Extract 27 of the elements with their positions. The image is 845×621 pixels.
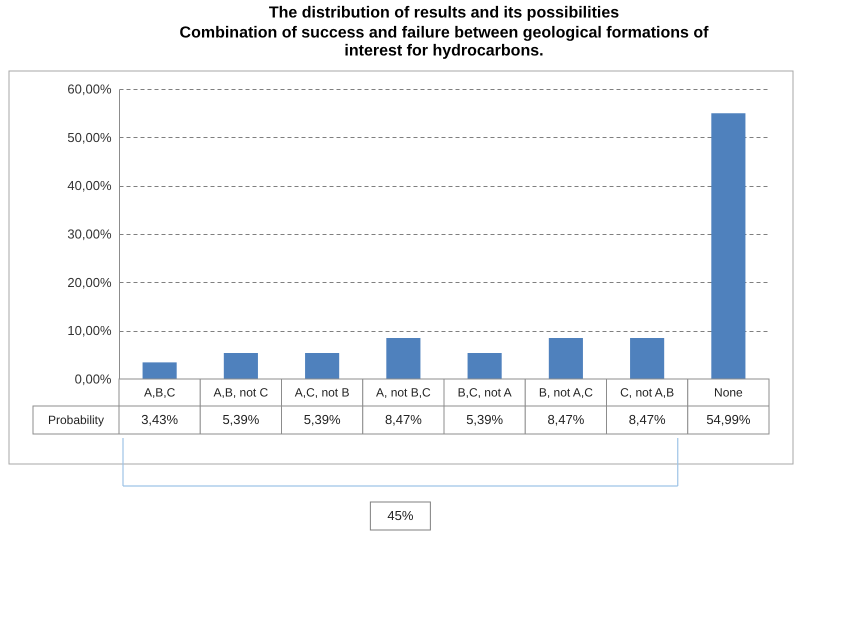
y-tick-label: 30,00% <box>67 226 112 242</box>
y-tick-label: 20,00% <box>67 274 112 290</box>
x-tick-label: None <box>714 386 744 400</box>
x-tick-label: A,B,C <box>144 386 176 400</box>
y-tick-label: 10,00% <box>67 323 112 338</box>
y-tick-label: 50,00% <box>67 130 112 145</box>
x-tick-label: B,C, not A <box>458 386 512 400</box>
x-tick-label: C, not A,B <box>620 386 674 400</box>
data-label: 5,39% <box>222 412 260 427</box>
x-tick-label: A, not B,C <box>376 386 432 400</box>
data-label: 5,39% <box>304 412 341 427</box>
text: 45% <box>387 508 414 523</box>
data-label: 8,47% <box>384 412 422 427</box>
chart-subtitle: Combination of success and failure between geological formations of interest for hydrocarbons. <box>180 24 710 60</box>
chart-title: The distribution of results and its possibilities <box>268 4 620 22</box>
data-label: 8,47% <box>628 412 666 427</box>
x-tick-label: B, not A,C <box>538 386 594 400</box>
x-tick-label: A,B, not C <box>214 386 269 400</box>
y-tick-label: 0,00% <box>74 372 112 386</box>
text: Probability <box>48 413 104 427</box>
y-tick-label: 60,00% <box>67 82 112 96</box>
data-label: 3,43% <box>141 412 178 427</box>
y-tick-label: 40,00% <box>67 178 112 194</box>
data-label: 8,47% <box>547 412 585 427</box>
x-tick-label: A,C, not B <box>294 386 350 400</box>
data-label: 54,99% <box>706 412 751 427</box>
data-label: 5,39% <box>466 412 504 427</box>
